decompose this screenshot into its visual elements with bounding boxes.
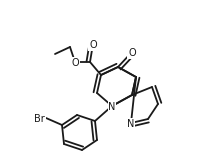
Text: N: N	[127, 119, 135, 129]
Text: Br: Br	[34, 114, 45, 124]
Text: O: O	[71, 58, 79, 68]
Text: O: O	[89, 40, 97, 50]
Text: N: N	[108, 102, 116, 112]
Text: O: O	[128, 48, 136, 58]
